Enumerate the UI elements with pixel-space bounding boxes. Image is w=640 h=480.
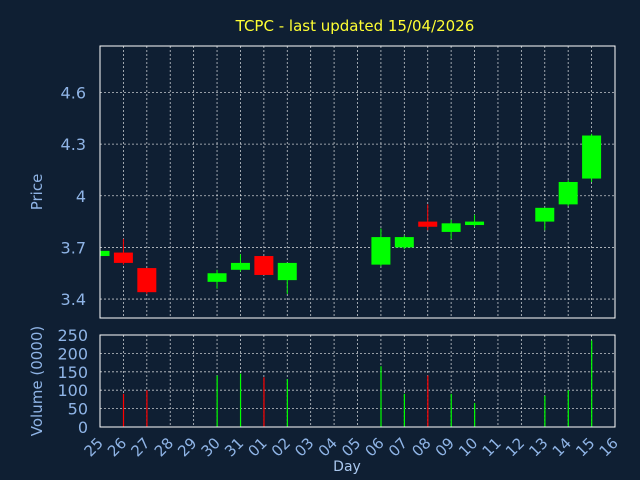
volume-bar <box>403 393 406 427</box>
volume-y-tick-label: 250 <box>57 326 88 345</box>
volume-y-tick-label: 0 <box>78 418 88 437</box>
candle-body <box>277 262 297 281</box>
candle-body <box>418 221 438 227</box>
volume-bar <box>122 393 125 427</box>
volume-bar <box>286 379 288 427</box>
volume-axis-label: Volume (0000) <box>28 326 46 436</box>
candle-body <box>113 252 133 263</box>
volume-bar <box>567 390 569 427</box>
candle-body <box>394 237 414 248</box>
price-y-tick-label: 3.4 <box>61 290 86 309</box>
x-axis-label: Day <box>333 459 361 475</box>
volume-bar <box>380 366 382 427</box>
volume-bar <box>544 395 546 427</box>
volume-bar <box>591 340 593 427</box>
price-panel-frame <box>99 45 616 319</box>
price-candles <box>99 133 602 294</box>
volume-bars <box>122 340 593 427</box>
price-y-ticks: 3.4 3.7 4 4.3 4.6 <box>61 83 86 309</box>
candle-body <box>254 256 274 275</box>
candle-body <box>230 262 250 270</box>
candle-body <box>441 223 461 232</box>
volume-bar <box>474 403 476 427</box>
candle-body <box>371 237 391 265</box>
candle-body <box>137 268 157 293</box>
volume-bar <box>146 390 148 427</box>
candle-body <box>207 273 227 282</box>
candle-body <box>535 207 555 222</box>
volume-y-tick-label: 200 <box>57 344 88 363</box>
volume-bar <box>263 377 265 427</box>
volume-bar <box>216 375 218 427</box>
candle-body <box>558 182 578 205</box>
price-y-tick-label: 4.3 <box>61 135 86 154</box>
volume-panel-frame <box>99 334 616 428</box>
price-axis-label: Price <box>28 174 46 211</box>
volume-bar <box>427 375 429 427</box>
candle-body <box>100 250 110 257</box>
volume-bar <box>239 373 242 427</box>
volume-y-tick-label: 150 <box>57 363 88 382</box>
volume-bar <box>450 393 452 427</box>
candle-body <box>582 135 602 179</box>
x-ticks: 2526272829303101020304050607080910111213… <box>81 434 622 460</box>
volume-y-tick-label: 50 <box>68 400 88 419</box>
price-y-tick-label: 4 <box>76 187 86 206</box>
price-y-tick-label: 3.7 <box>61 238 86 257</box>
volume-y-tick-label: 100 <box>57 381 88 400</box>
price-y-tick-label: 4.6 <box>61 83 86 102</box>
chart-title: TCPC - last updated 15/04/2026 <box>235 17 475 35</box>
candle-body <box>465 221 485 226</box>
